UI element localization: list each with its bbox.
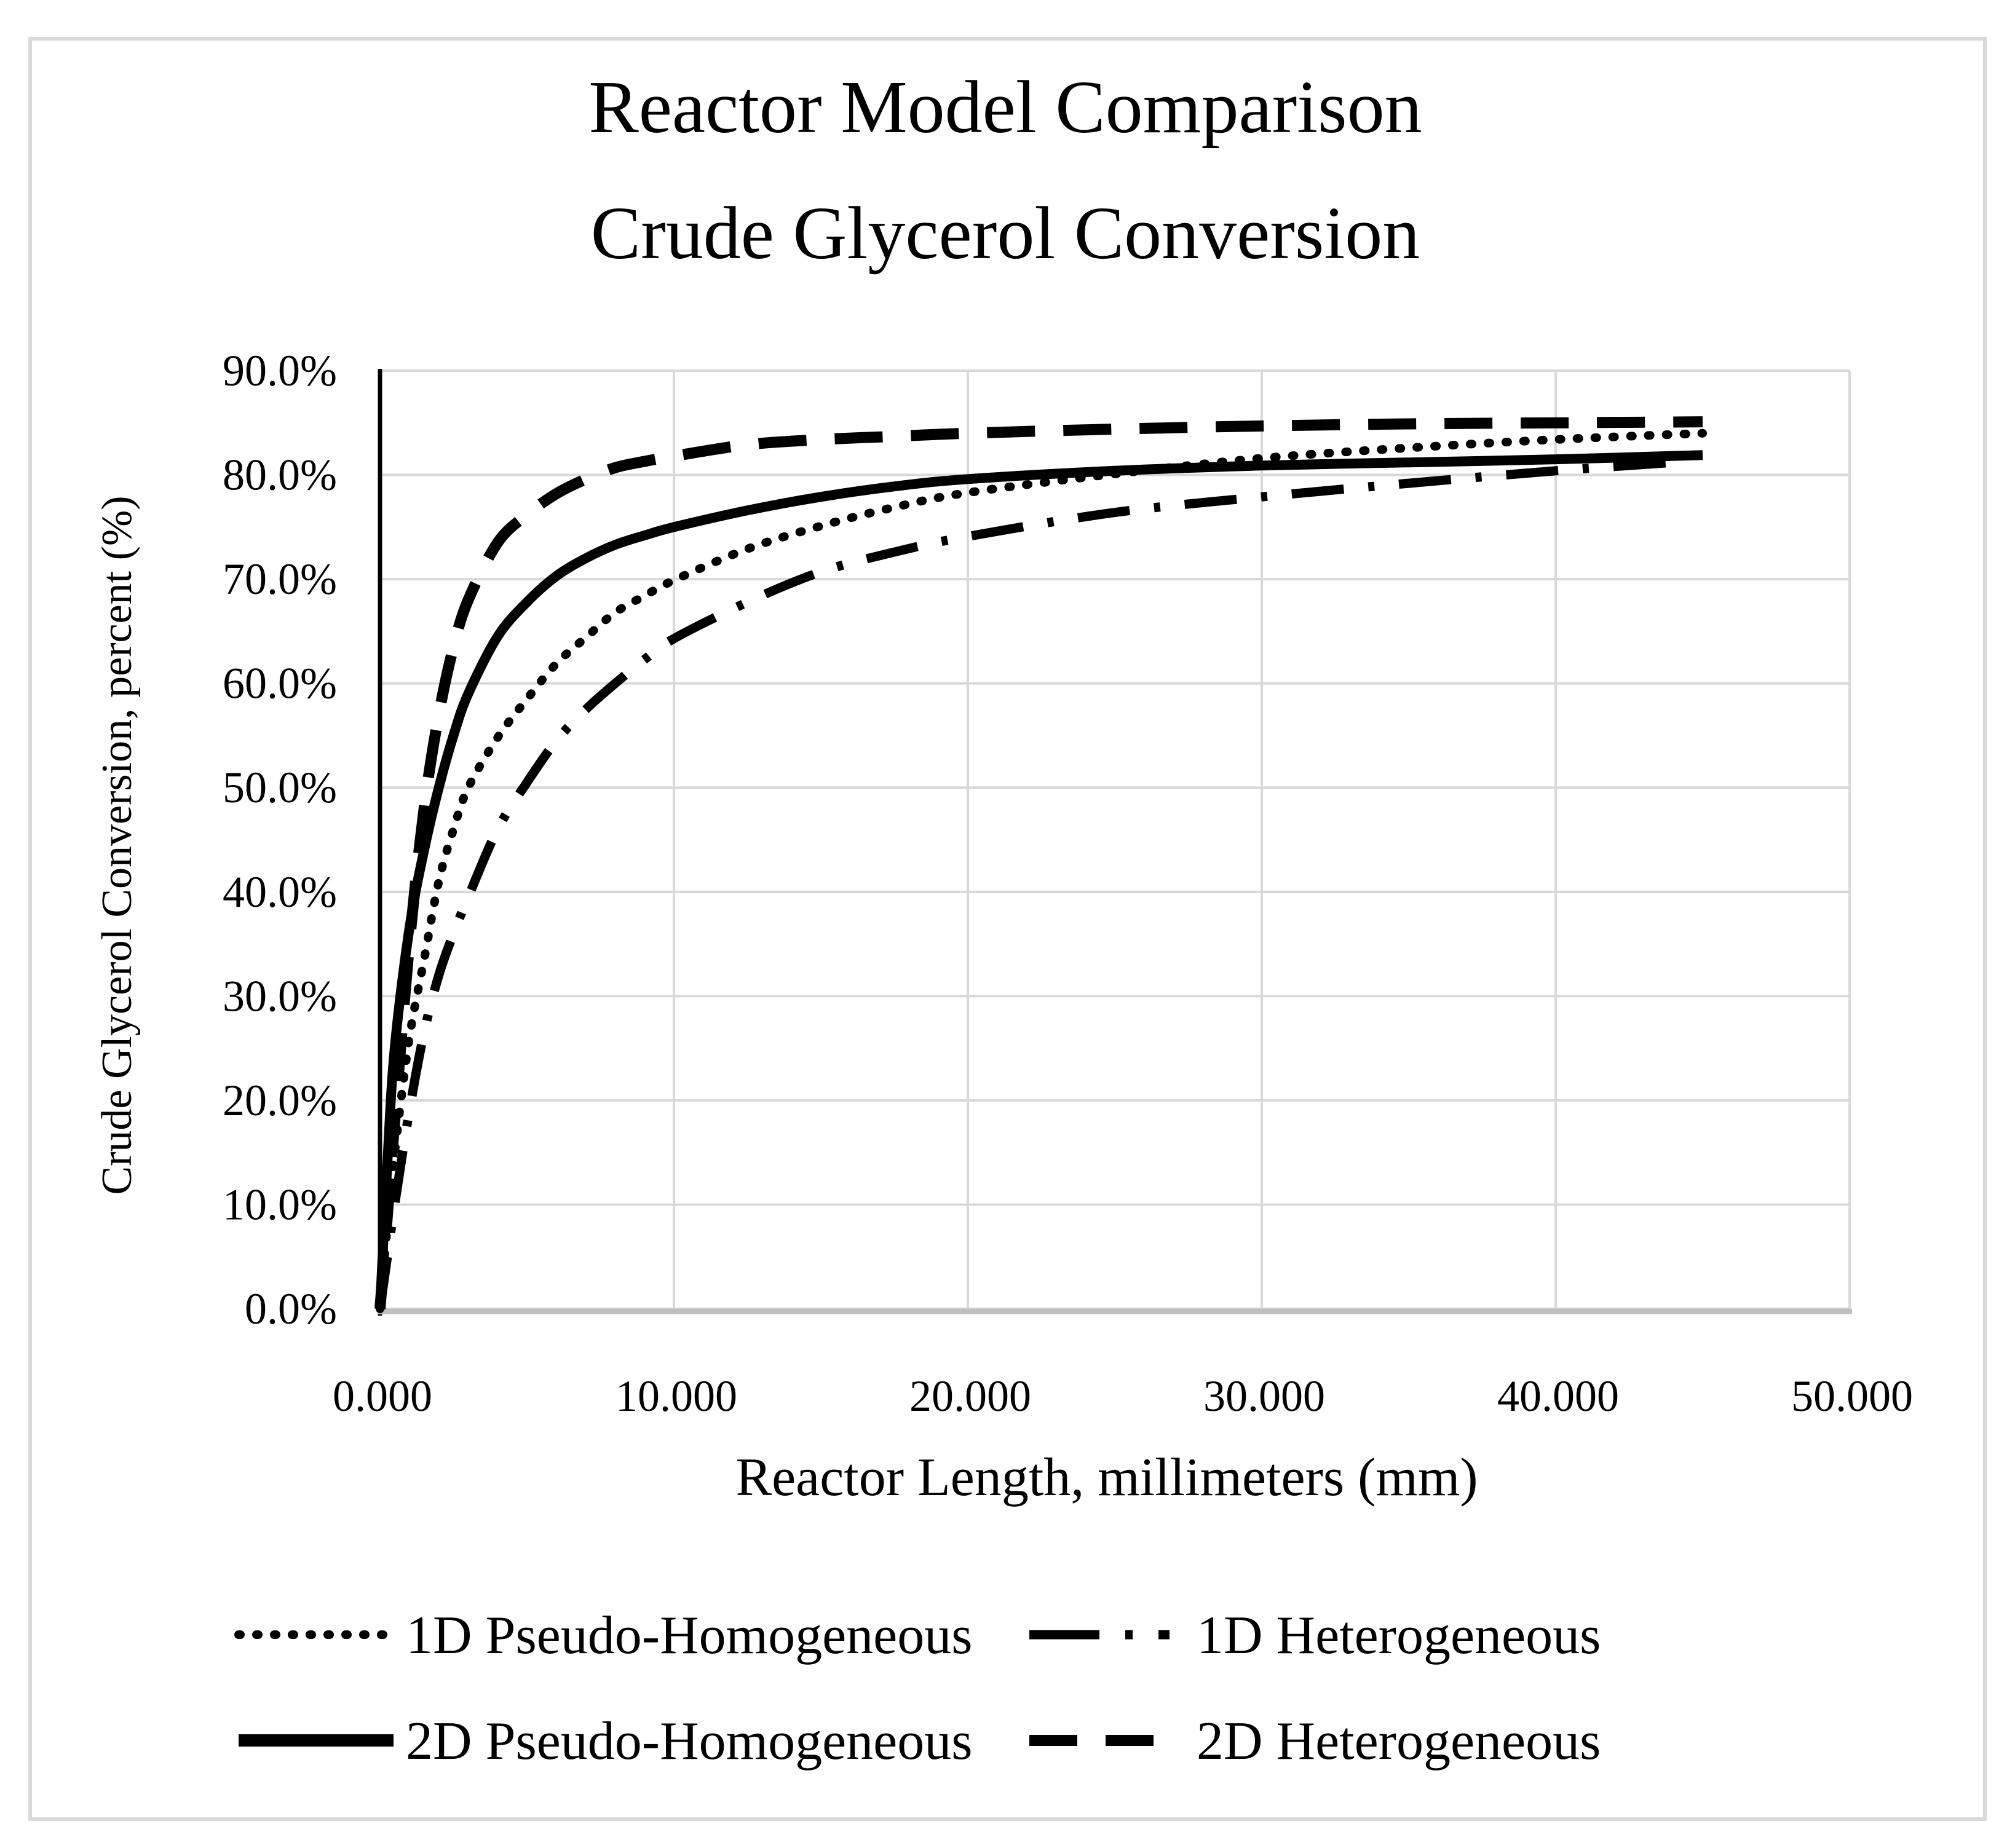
legend: 1D Pseudo-Homogeneous 1D Heterogeneous 2D … bbox=[234, 1606, 1601, 1771]
x-axis-title: Reactor Length, millimeters (mm) bbox=[735, 1448, 1478, 1507]
legend-item: 1D Pseudo-Homogeneous bbox=[234, 1606, 972, 1665]
gridlines bbox=[379, 369, 1851, 1310]
chart-title-line-1: Reactor Model Comparison bbox=[588, 66, 1422, 149]
y-tick-label: 40.0% bbox=[223, 867, 337, 917]
x-tick-label: 50.000 bbox=[1791, 1372, 1913, 1421]
chart-title-line-2: Crude Glycerol Conversion bbox=[591, 192, 1420, 275]
y-axis-title: Crude Glycerol Conversion, percent (%) bbox=[93, 496, 141, 1194]
series-curve-solid bbox=[375, 450, 1703, 1309]
y-tick-label: 30.0% bbox=[223, 971, 337, 1021]
x-tick-label: 20.000 bbox=[909, 1372, 1031, 1421]
y-tick-label: 80.0% bbox=[223, 451, 337, 500]
series-lines bbox=[374, 416, 1707, 1313]
figure-border bbox=[28, 37, 1987, 1821]
legend-item: 1D Heterogeneous bbox=[1029, 1606, 1601, 1665]
legend-label: 1D Pseudo-Homogeneous bbox=[406, 1606, 972, 1665]
legend-label: 2D Pseudo-Homogeneous bbox=[406, 1712, 972, 1771]
legend-label: 1D Heterogeneous bbox=[1197, 1606, 1601, 1665]
x-tick-label: 30.000 bbox=[1203, 1372, 1325, 1421]
y-tick-label: 20.0% bbox=[223, 1076, 337, 1125]
x-axis-tick-labels: 0.000 10.000 20.000 30.000 40.000 50.000 bbox=[333, 1372, 1913, 1421]
axes bbox=[378, 369, 1852, 1316]
legend-item: 2D Heterogeneous bbox=[1029, 1712, 1601, 1771]
series-curve-dashdot bbox=[375, 457, 1688, 1310]
x-tick-label: 40.000 bbox=[1497, 1372, 1619, 1421]
series-curve-dashed bbox=[374, 416, 1703, 1309]
y-tick-label: 50.0% bbox=[223, 763, 337, 812]
chart-title: Reactor Model Comparison Crude Glycerol … bbox=[588, 66, 1422, 275]
y-tick-label: 70.0% bbox=[223, 555, 337, 604]
legend-label: 2D Heterogeneous bbox=[1197, 1712, 1601, 1771]
x-tick-label: 0.000 bbox=[333, 1372, 432, 1421]
y-tick-label: 0.0% bbox=[245, 1284, 337, 1333]
y-tick-label: 90.0% bbox=[223, 346, 337, 395]
y-tick-label: 60.0% bbox=[223, 659, 337, 708]
y-tick-label: 10.0% bbox=[223, 1180, 337, 1229]
legend-item: 2D Pseudo-Homogeneous bbox=[239, 1712, 972, 1771]
y-axis-tick-labels: 0.0% 10.0% 20.0% 30.0% 40.0% 50.0% 60.0% 70.0% 8… bbox=[223, 346, 337, 1333]
x-tick-label: 10.000 bbox=[616, 1372, 737, 1421]
